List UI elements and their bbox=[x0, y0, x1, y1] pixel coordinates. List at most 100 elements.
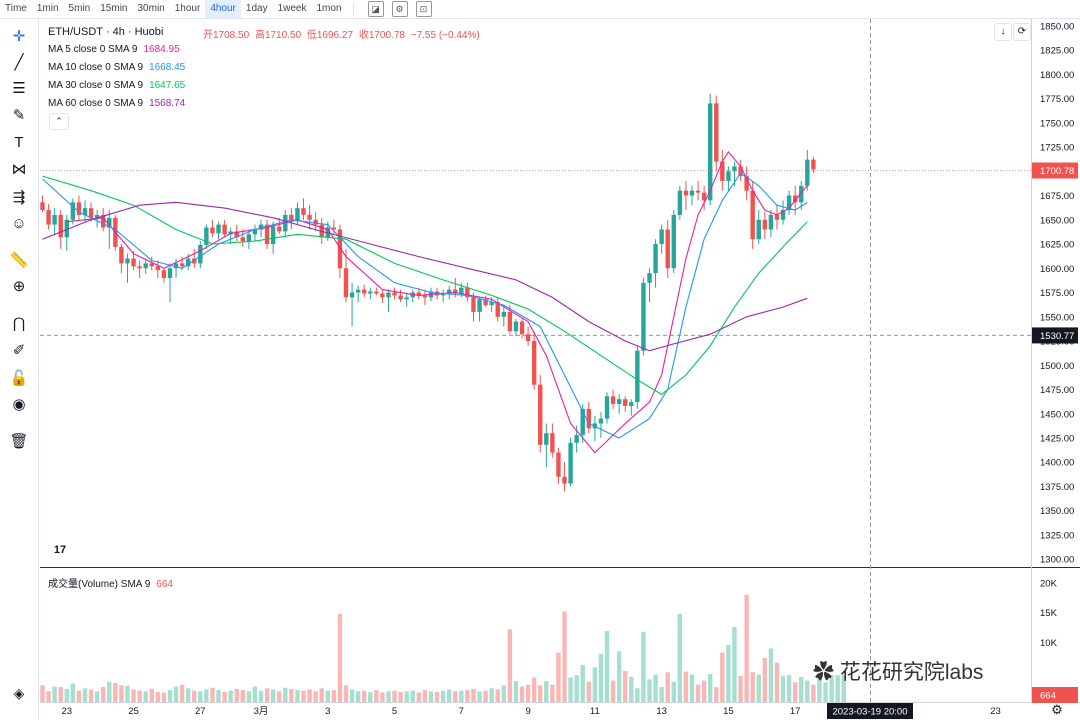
candle-body bbox=[386, 292, 391, 298]
layers-icon[interactable]: ◈ bbox=[13, 685, 25, 701]
volume-bar bbox=[653, 674, 658, 702]
y-tick-label: 1400.00 bbox=[1040, 458, 1074, 469]
volume-tick-label: 10K bbox=[1040, 638, 1058, 649]
brush-icon[interactable]: ✎ bbox=[12, 107, 26, 124]
volume-bar bbox=[119, 685, 124, 702]
volume-bar bbox=[477, 691, 482, 702]
volume-bar bbox=[550, 684, 555, 702]
volume-bar bbox=[301, 690, 306, 702]
change-value: −7.55 (−0.44%) bbox=[410, 30, 480, 41]
candle-body bbox=[519, 321, 525, 335]
timeframe-1week[interactable]: 1week bbox=[277, 3, 307, 14]
candle-body bbox=[40, 202, 45, 211]
volume-bar bbox=[422, 690, 428, 702]
timeframe-1day[interactable]: 1day bbox=[245, 3, 268, 14]
refresh-icon[interactable]: ⟳ bbox=[1013, 23, 1031, 41]
candle-body bbox=[82, 208, 88, 215]
candle-body bbox=[495, 302, 500, 317]
timeframe-time[interactable]: Time bbox=[5, 3, 27, 14]
volume-bar bbox=[568, 677, 573, 702]
x-tick-label: 3月 bbox=[254, 706, 269, 717]
candle-body bbox=[671, 214, 676, 269]
candle-body bbox=[598, 418, 604, 424]
crosshair-price-label-bg bbox=[1032, 327, 1078, 344]
close-value: 1700.78 bbox=[368, 30, 405, 41]
volume-bar bbox=[173, 686, 179, 702]
volume-bar bbox=[331, 690, 337, 702]
volume-bar bbox=[641, 631, 646, 702]
indicators-icon[interactable]: ⚙ bbox=[391, 1, 408, 17]
timeframe-5min[interactable]: 5min bbox=[68, 3, 91, 14]
drawing-toolbar: ✛ ╱ ☰ ✎ T ⋈ ⇶ ☺ 📏 ⊕ ⋂ ✐ 🔓 ◉ 🗑 bbox=[0, 19, 39, 719]
volume-bar bbox=[453, 691, 458, 702]
volume-bar bbox=[647, 679, 652, 702]
timeframe-4hour[interactable]: 4hour bbox=[205, 0, 241, 18]
timeframe-30min[interactable]: 30min bbox=[137, 3, 165, 14]
open-value: 1708.50 bbox=[213, 30, 250, 41]
candle-body bbox=[277, 226, 282, 232]
lock-icon[interactable]: 🔓 bbox=[9, 370, 29, 387]
volume-bar bbox=[574, 675, 579, 702]
timeframe-1hour[interactable]: 1hour bbox=[174, 3, 201, 14]
candle-body bbox=[58, 214, 63, 238]
timeframe-15min[interactable]: 15min bbox=[100, 3, 128, 14]
candle-body bbox=[76, 202, 82, 215]
candle-body bbox=[119, 246, 124, 264]
volume-bar bbox=[677, 613, 683, 702]
volume-bar bbox=[264, 688, 270, 702]
magnet-icon[interactable]: ⋂ bbox=[12, 315, 26, 332]
volume-bar bbox=[107, 681, 112, 702]
zoom-in-icon[interactable]: ⊕ bbox=[12, 278, 26, 295]
y-tick-label: 1675.00 bbox=[1040, 191, 1074, 202]
y-tick-label: 1500.00 bbox=[1040, 361, 1074, 372]
candle-body bbox=[623, 399, 628, 406]
ma5-label: MA 5 close 0 SMA 9 bbox=[48, 44, 138, 55]
prediction-icon[interactable]: ⇶ bbox=[12, 189, 26, 206]
candle-body bbox=[616, 399, 622, 405]
candle-body bbox=[240, 237, 246, 242]
collapse-legend-button[interactable]: ⌃ bbox=[49, 113, 69, 130]
horizontal-lines-icon[interactable]: ☰ bbox=[12, 80, 26, 97]
volume-bar bbox=[192, 690, 197, 702]
chart-type-icon[interactable]: ◪ bbox=[367, 1, 384, 17]
candle-body bbox=[768, 214, 774, 230]
settings-gear-icon[interactable]: ⚙ bbox=[1051, 702, 1063, 717]
candle-body bbox=[604, 396, 610, 419]
candle-body bbox=[780, 210, 786, 220]
candle-body bbox=[246, 234, 252, 242]
volume-bar bbox=[538, 685, 543, 702]
y-tick-label: 1550.00 bbox=[1040, 312, 1074, 323]
volume-bar bbox=[307, 689, 312, 702]
volume-bar bbox=[446, 689, 452, 702]
volume-bar bbox=[277, 691, 282, 702]
x-tick-label: 23 bbox=[61, 706, 72, 717]
screenshot-icon[interactable]: ⊡ bbox=[415, 1, 432, 17]
eye-icon[interactable]: ◉ bbox=[12, 396, 26, 413]
volume-bar bbox=[604, 631, 610, 702]
volume-bar bbox=[392, 690, 397, 702]
crosshair-icon[interactable]: ✛ bbox=[12, 28, 26, 45]
trend-line-icon[interactable]: ╱ bbox=[14, 54, 24, 71]
ruler-icon[interactable]: 📏 bbox=[9, 252, 29, 269]
watermark-text: 花花研究院labs bbox=[839, 661, 984, 684]
volume-bar bbox=[319, 688, 324, 702]
emoji-icon[interactable]: ☺ bbox=[11, 215, 27, 232]
trash-icon[interactable]: 🗑 bbox=[9, 433, 29, 450]
text-icon[interactable]: T bbox=[14, 134, 24, 151]
timeframe-1min[interactable]: 1min bbox=[36, 3, 59, 14]
candle-body bbox=[689, 190, 695, 196]
volume-bar bbox=[337, 613, 343, 702]
volume-bar bbox=[228, 690, 233, 702]
pattern-icon[interactable]: ⋈ bbox=[11, 161, 27, 178]
candle-body bbox=[665, 229, 670, 269]
volume-bar bbox=[507, 629, 513, 702]
x-tick-label: 17 bbox=[790, 706, 801, 717]
timeframe-1mon[interactable]: 1mon bbox=[316, 3, 342, 14]
candle-body bbox=[185, 258, 191, 267]
volume-bar bbox=[629, 676, 634, 702]
scroll-down-icon[interactable]: ↓ bbox=[994, 23, 1012, 41]
lock-drawing-icon[interactable]: ✐ bbox=[12, 342, 26, 359]
candle-body bbox=[404, 297, 409, 300]
volume-axis-badge: 664 bbox=[1040, 691, 1056, 702]
